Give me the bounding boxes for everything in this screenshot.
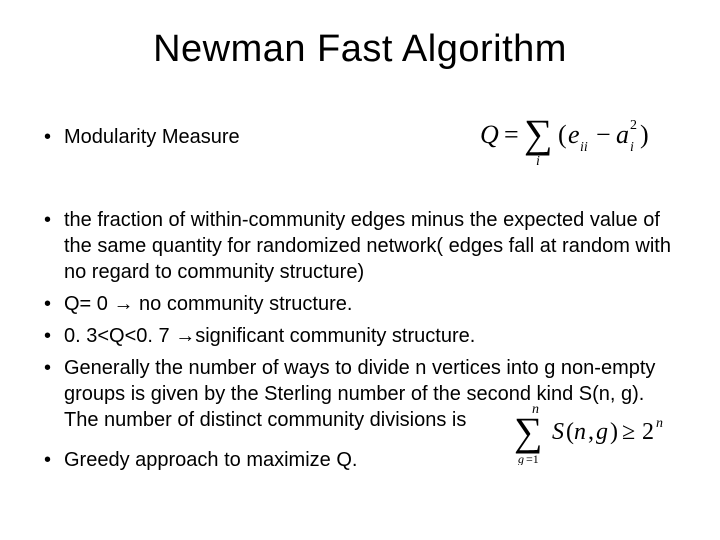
svg-text:): ) <box>610 419 618 445</box>
bullet-text-modularity: Modularity Measure <box>64 124 440 150</box>
svg-text:n: n <box>656 416 663 431</box>
formula-q: Q = ∑ i ( e ii − a i 2 ) <box>480 107 680 167</box>
bullet-text-3: 0. 3<Q<0. 7 →significant community struc… <box>64 323 680 349</box>
svg-text:(: ( <box>566 419 574 445</box>
svg-text:−: − <box>596 120 611 149</box>
bullet-text-4b: The number of distinct community divisio… <box>64 409 466 431</box>
bullet-marker: • <box>40 124 64 150</box>
svg-text:i: i <box>536 154 540 167</box>
svg-text:Q: Q <box>480 120 499 149</box>
bullet-text-1: the fraction of within-community edges m… <box>64 207 680 285</box>
bullet-marker: • <box>40 447 64 473</box>
svg-text:=: = <box>504 120 519 149</box>
svg-text:2: 2 <box>642 419 654 445</box>
svg-text:a: a <box>616 120 629 149</box>
bullet-marker: • <box>40 207 64 233</box>
svg-text:,: , <box>588 419 594 445</box>
svg-text:n: n <box>574 419 586 445</box>
svg-text:2: 2 <box>630 118 637 133</box>
svg-text:e: e <box>568 120 580 149</box>
bullet-text-2: Q= 0 → no community structure. <box>64 291 680 317</box>
bullet-row-3: • 0. 3<Q<0. 7 →significant community str… <box>40 323 680 349</box>
svg-text:≥: ≥ <box>622 419 635 445</box>
bullet-row-1: • the fraction of within-community edges… <box>40 207 680 285</box>
svg-text:∑: ∑ <box>514 409 543 454</box>
svg-text:g: g <box>518 452 524 465</box>
svg-text:(: ( <box>558 120 567 149</box>
bullet-marker: • <box>40 291 64 317</box>
svg-text:ii: ii <box>580 140 588 155</box>
slide: Newman Fast Algorithm • Modularity Measu… <box>0 0 720 540</box>
svg-text:g: g <box>596 419 608 445</box>
svg-text:=1: =1 <box>526 452 539 465</box>
bullet-row-modularity: • Modularity Measure Q = ∑ i ( e ii − a … <box>40 107 680 167</box>
svg-text:S: S <box>552 419 564 445</box>
bullet-text-4a: Generally the number of ways to divide n… <box>64 357 655 405</box>
formula-sum: n ∑ g =1 S ( n , g ) ≥ 2 n <box>512 401 682 470</box>
svg-text:): ) <box>640 120 649 149</box>
svg-text:i: i <box>630 140 634 155</box>
bullet-marker: • <box>40 355 64 381</box>
bullet-row-2: • Q= 0 → no community structure. <box>40 291 680 317</box>
slide-title: Newman Fast Algorithm <box>40 28 680 71</box>
bullet-marker: • <box>40 323 64 349</box>
svg-text:∑: ∑ <box>524 111 553 156</box>
